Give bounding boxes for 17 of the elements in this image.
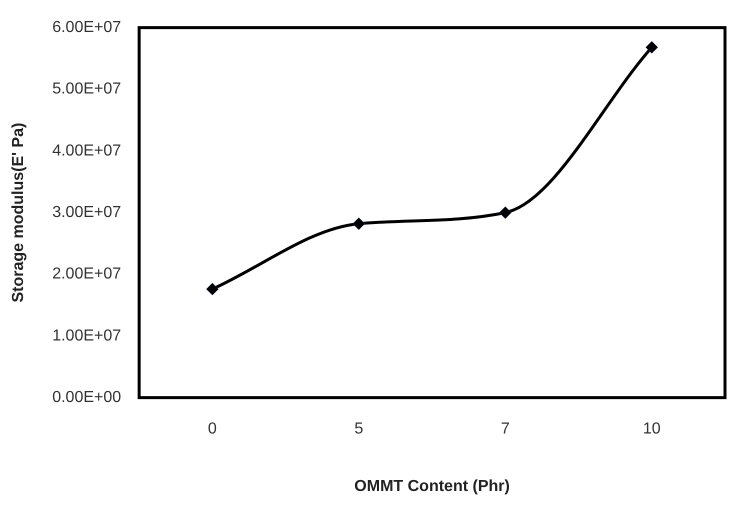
y-tick-label: 0.00E+00 (52, 389, 122, 406)
point (646, 41, 658, 54)
x-tick-label: 5 (354, 420, 364, 438)
x-tick-label: 10 (642, 420, 661, 438)
point (206, 282, 219, 296)
x-axis-title: OMMT Content (Phr) (354, 478, 510, 495)
y-tick-label: 6.00E+07 (52, 19, 122, 36)
x-tick-label: 0 (208, 420, 217, 438)
y-tick-label: 2.00E+07 (52, 266, 122, 283)
point (352, 217, 366, 230)
y-axis-title: Storage modulus(E' Pa) (10, 122, 28, 303)
y-tick-label: 1.00E+07 (52, 327, 122, 344)
point (499, 206, 512, 219)
y-tick-label: 4.00E+07 (52, 142, 122, 160)
y-tick-label: 3.00E+07 (52, 204, 122, 222)
x-tick-label: 7 (500, 420, 510, 438)
y-tick-label: 5.00E+07 (52, 80, 122, 98)
